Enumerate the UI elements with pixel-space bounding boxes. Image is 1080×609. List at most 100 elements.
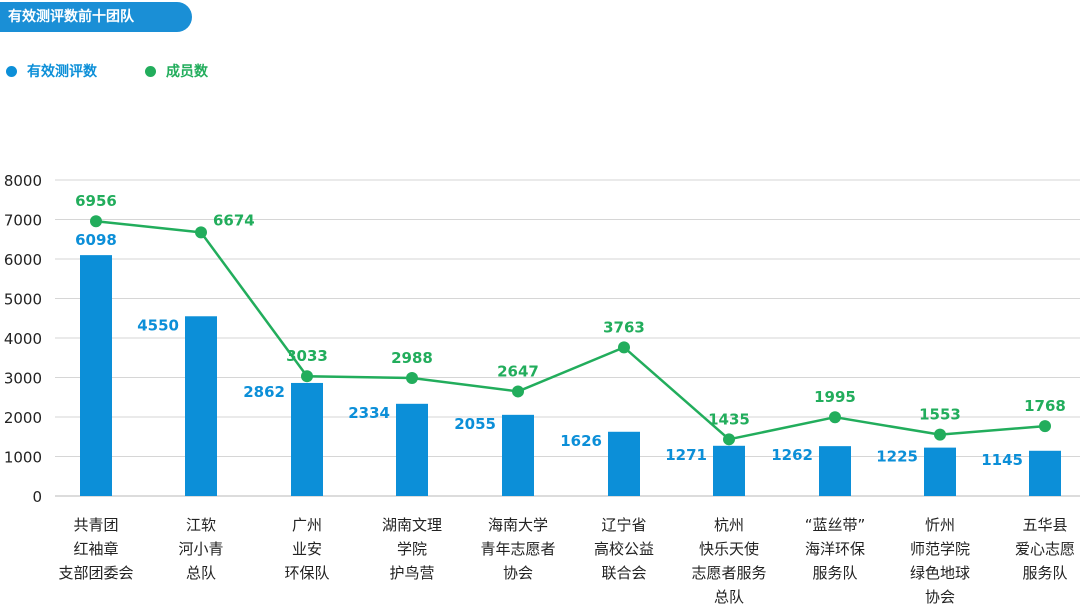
line-value-label: 2988 xyxy=(391,349,433,367)
x-tick-label-line: 河小青 xyxy=(178,540,223,558)
y-tick-label: 4000 xyxy=(4,330,42,348)
x-tick-label-line: 环保队 xyxy=(284,564,329,582)
x-tick-label: 海南大学青年志愿者协会 xyxy=(480,516,555,582)
x-tick-label: 湖南文理学院护鸟营 xyxy=(382,516,442,582)
chart-title: 有效测评数前十团队 xyxy=(8,9,134,25)
bar-value-label: 2334 xyxy=(348,404,390,422)
line-value-label: 1995 xyxy=(814,388,856,406)
line-series xyxy=(95,219,1046,441)
line-value-label: 1435 xyxy=(708,410,750,428)
line-value-label: 1768 xyxy=(1024,397,1066,415)
y-tick-label: 2000 xyxy=(4,409,42,427)
x-tick-label-line: 广州 xyxy=(292,516,322,534)
x-tick-label-line: 忻州 xyxy=(925,516,955,534)
x-tick-label-line: 青年志愿者 xyxy=(480,540,555,558)
x-tick-label-line: 海南大学 xyxy=(488,516,548,534)
line-point xyxy=(1039,420,1051,433)
bar xyxy=(80,255,112,496)
x-tick-label-line: 湖南文理 xyxy=(382,516,442,534)
x-tick-label: 广州业安环保队 xyxy=(284,516,329,582)
line-value-label: 3763 xyxy=(603,318,645,336)
line-value-label: 1553 xyxy=(919,406,961,424)
y-tick-label: 7000 xyxy=(4,212,42,230)
line-point xyxy=(90,215,102,228)
x-tick-label-line: 快乐天使 xyxy=(699,540,759,558)
x-tick-label-line: 服务队 xyxy=(1022,564,1067,582)
x-tick-label-line: 协会 xyxy=(503,564,533,582)
y-tick-label: 6000 xyxy=(4,251,42,269)
bar-value-label: 2055 xyxy=(454,415,496,433)
x-tick-label-line: 联合会 xyxy=(601,564,646,582)
x-tick-label-line: 高校公益 xyxy=(594,540,654,558)
x-tick-label-line: 绿色地球 xyxy=(910,564,970,582)
legend-line-marker-icon xyxy=(145,65,156,77)
x-tick-label-line: 志愿者服务 xyxy=(691,564,766,582)
x-tick-label-line: 支部团委会 xyxy=(58,564,133,582)
legend-label-evaluations: 有效测评数 xyxy=(27,64,97,80)
y-tick-label: 5000 xyxy=(4,291,42,309)
line-value-label: 3033 xyxy=(286,347,328,365)
x-tick-label: 共青团红袖章支部团委会 xyxy=(58,516,133,582)
bar-value-label: 1626 xyxy=(560,432,602,450)
bar-value-label: 6098 xyxy=(75,231,117,249)
x-tick-label-line: 业安 xyxy=(292,540,322,558)
y-tick-label: 8000 xyxy=(4,172,42,190)
line-point xyxy=(301,370,313,383)
x-tick-label-line: 总队 xyxy=(714,588,744,606)
bar xyxy=(1029,450,1061,496)
x-tick-label-line: 协会 xyxy=(925,588,955,606)
line-value-label: 6956 xyxy=(75,192,117,210)
bar-value-label: 1262 xyxy=(771,446,813,464)
x-tick-label-line: 辽宁省 xyxy=(601,516,646,534)
y-tick-label: 1000 xyxy=(4,449,42,467)
line-point xyxy=(829,411,841,424)
x-tick-label-line: 杭州 xyxy=(714,516,744,534)
legend-label-members: 成员数 xyxy=(166,64,208,80)
line-value-label: 6674 xyxy=(213,211,255,229)
x-tick-label-line: 护鸟营 xyxy=(389,564,434,582)
y-tick-label: 3000 xyxy=(4,370,42,388)
bar xyxy=(713,445,745,496)
x-tick-label: 江软河小青总队 xyxy=(178,516,223,582)
bar xyxy=(291,382,323,496)
x-tick-label-line: 总队 xyxy=(186,564,216,582)
legend-item-members: 成员数 xyxy=(145,62,208,82)
bar-value-label: 1271 xyxy=(665,446,707,464)
bar-value-label: 1225 xyxy=(876,448,918,466)
bar xyxy=(924,447,956,496)
x-tick-label-line: 学院 xyxy=(397,540,427,558)
bar xyxy=(502,414,534,496)
x-tick-label: 辽宁省高校公益联合会 xyxy=(594,516,654,582)
x-tick-label: 杭州快乐天使志愿者服务总队 xyxy=(691,516,766,606)
chart-title-badge: 有效测评数前十团队 xyxy=(0,2,192,32)
bar-value-label: 2862 xyxy=(243,383,285,401)
line-point xyxy=(723,433,735,446)
bar xyxy=(185,316,217,496)
x-tick-label-line: 海洋环保 xyxy=(805,540,865,558)
x-tick-label-line: 服务队 xyxy=(812,564,857,582)
x-tick-label: 忻州师范学院绿色地球协会 xyxy=(910,516,970,606)
x-tick-label: 五华县爱心志愿服务队 xyxy=(1015,516,1075,582)
legend-bar-marker-icon xyxy=(6,65,17,77)
x-tick-label-line: 江软 xyxy=(186,516,216,534)
x-tick-label-line: 共青团 xyxy=(73,516,118,534)
line-point xyxy=(512,385,524,398)
bar-value-label: 1145 xyxy=(981,451,1023,469)
line-point xyxy=(618,341,630,354)
y-tick-label: 0 xyxy=(32,488,42,506)
line-point xyxy=(406,371,418,384)
line-value-label: 2647 xyxy=(497,362,539,380)
legend-item-evaluations: 有效测评数 xyxy=(6,62,97,82)
x-tick-label-line: 爱心志愿 xyxy=(1015,540,1075,558)
bar xyxy=(819,446,851,496)
line-point xyxy=(195,226,207,239)
bar-value-label: 4550 xyxy=(137,316,179,334)
bar xyxy=(396,403,428,496)
x-tick-label-line: 五华县 xyxy=(1022,516,1067,534)
x-tick-label: “蓝丝带” 海洋环保服务队 xyxy=(805,516,866,582)
x-tick-label-line: “蓝丝带” xyxy=(805,516,866,534)
x-tick-label-line: 红袖章 xyxy=(73,540,118,558)
bar xyxy=(608,431,640,496)
x-tick-label-line: 师范学院 xyxy=(910,540,970,558)
